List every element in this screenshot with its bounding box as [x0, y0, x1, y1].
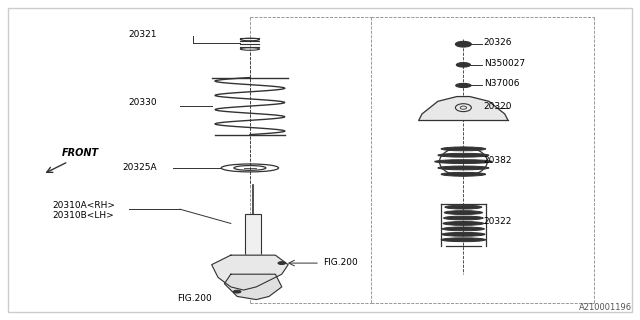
Text: 20310A<RH>: 20310A<RH> — [52, 202, 115, 211]
Ellipse shape — [234, 290, 241, 293]
Ellipse shape — [444, 211, 483, 214]
Text: FIG.200: FIG.200 — [323, 258, 358, 267]
Text: 20330: 20330 — [129, 99, 157, 108]
Text: N350027: N350027 — [484, 59, 525, 68]
Text: N37006: N37006 — [484, 79, 519, 88]
Ellipse shape — [442, 232, 485, 236]
Ellipse shape — [278, 262, 285, 265]
Ellipse shape — [441, 238, 486, 242]
Text: 20382: 20382 — [484, 156, 512, 164]
Text: FRONT: FRONT — [62, 148, 99, 158]
Text: 20310B<LH>: 20310B<LH> — [52, 211, 114, 220]
Ellipse shape — [438, 166, 489, 170]
Ellipse shape — [438, 153, 489, 157]
Text: FIG.200: FIG.200 — [177, 294, 211, 303]
Ellipse shape — [443, 221, 484, 225]
Text: 20322: 20322 — [484, 217, 512, 226]
Text: 20325A: 20325A — [122, 164, 157, 172]
Bar — [245, 214, 261, 255]
Text: 20320: 20320 — [484, 101, 512, 111]
Ellipse shape — [442, 227, 484, 231]
Ellipse shape — [456, 63, 470, 67]
Ellipse shape — [456, 84, 471, 87]
Ellipse shape — [444, 216, 483, 220]
Text: 20321: 20321 — [129, 30, 157, 39]
Ellipse shape — [441, 147, 486, 151]
Polygon shape — [212, 255, 288, 290]
Ellipse shape — [441, 172, 486, 176]
Text: 20326: 20326 — [484, 38, 512, 47]
Text: A210001196: A210001196 — [579, 303, 632, 312]
Ellipse shape — [435, 160, 492, 164]
Ellipse shape — [456, 41, 471, 47]
Polygon shape — [225, 274, 282, 300]
Polygon shape — [419, 97, 508, 120]
Ellipse shape — [445, 205, 482, 209]
